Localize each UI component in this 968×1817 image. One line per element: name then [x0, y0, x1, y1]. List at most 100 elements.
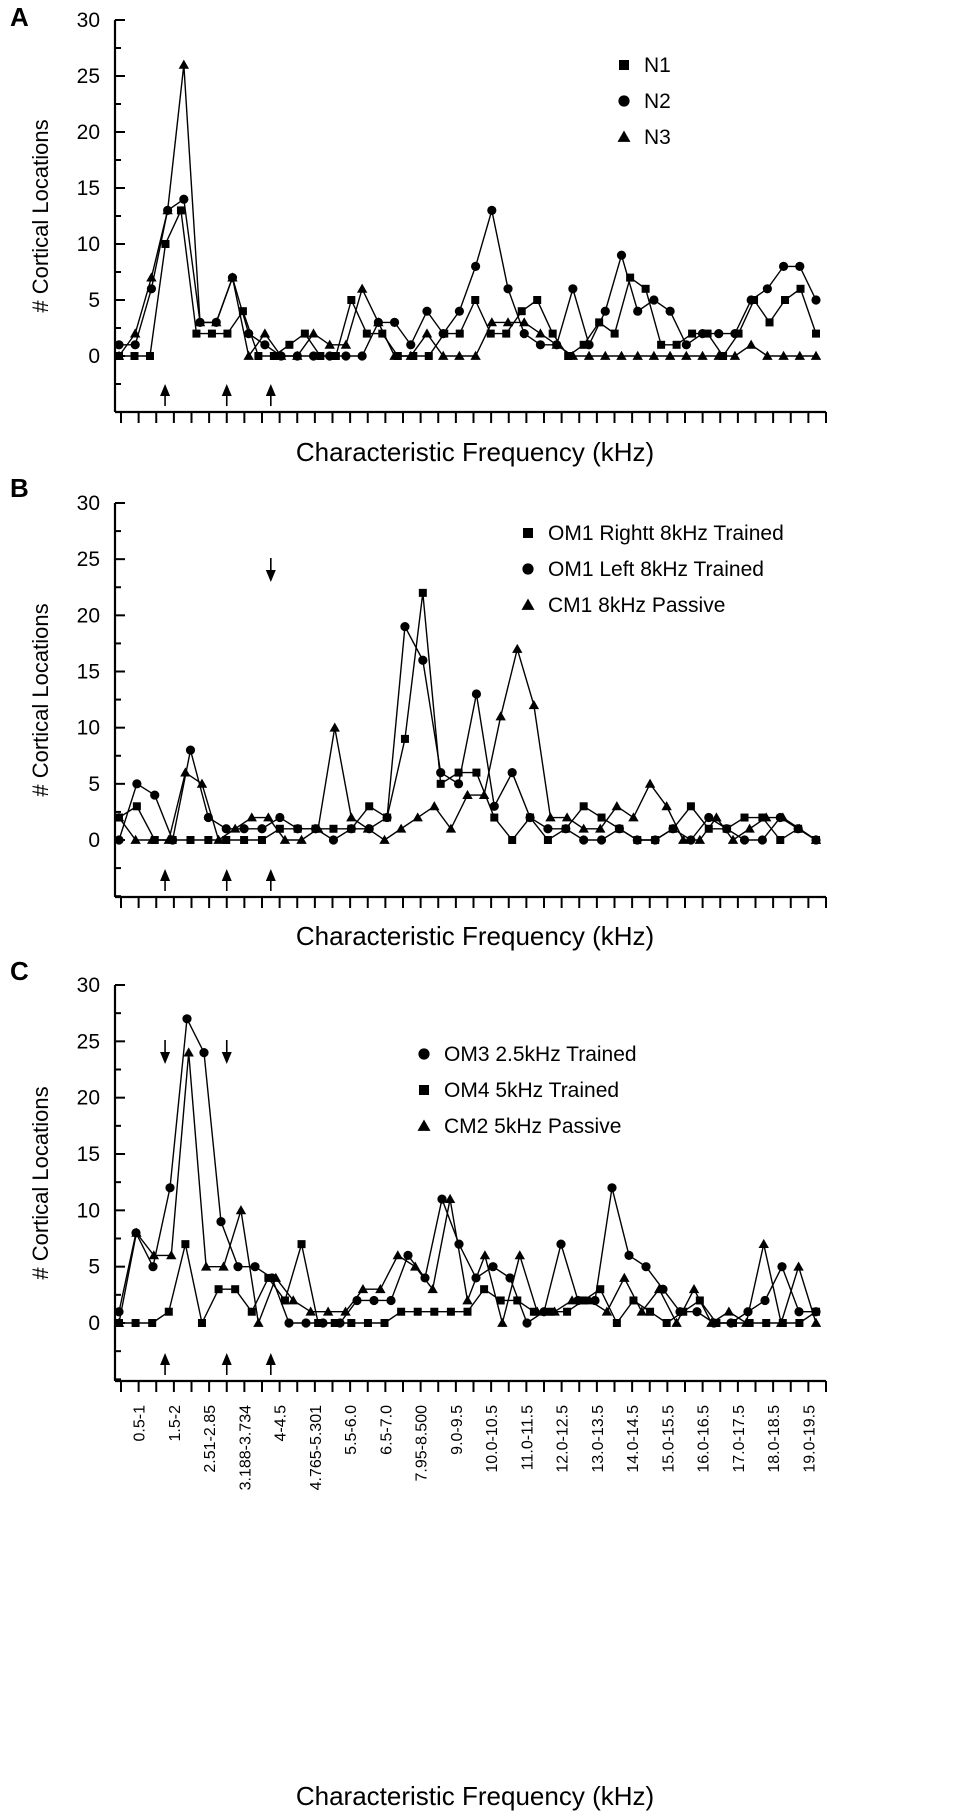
data-point: [429, 801, 440, 811]
y-tick-label: 30: [77, 974, 100, 997]
legend-marker: [419, 1085, 429, 1095]
data-point: [496, 1296, 505, 1305]
data-point: [490, 813, 499, 822]
data-point: [629, 1296, 638, 1305]
data-point: [341, 351, 351, 361]
data-point: [778, 261, 789, 271]
data-point: [561, 824, 571, 834]
data-point: [758, 1238, 769, 1249]
data-point: [389, 317, 400, 327]
data-point: [179, 194, 189, 204]
data-point: [517, 307, 526, 316]
data-point: [314, 1319, 323, 1327]
data-point: [329, 722, 340, 732]
x-axis-label: Characteristic Frequency (kHz): [296, 437, 654, 467]
legend-entry: OM4 5kHz Trained: [444, 1079, 619, 1102]
data-point: [246, 812, 257, 822]
data-point: [229, 823, 241, 833]
data-point: [162, 205, 173, 215]
series-triangle: [113, 1047, 822, 1327]
y-tick-label: 25: [77, 1030, 100, 1053]
data-point: [795, 1319, 804, 1327]
data-point: [688, 1284, 700, 1294]
data-point: [668, 824, 678, 834]
data-point: [347, 296, 356, 304]
data-point: [739, 835, 750, 845]
data-point: [279, 834, 291, 844]
data-point: [410, 1261, 421, 1271]
data-point: [192, 329, 201, 338]
data-point: [340, 339, 352, 349]
data-point: [745, 1319, 754, 1327]
data-point: [347, 1319, 356, 1327]
data-point: [114, 835, 124, 845]
data-point: [165, 1183, 175, 1193]
series-line: [118, 624, 817, 843]
series-square: [115, 1240, 820, 1327]
series-line: [118, 64, 816, 358]
series-triangle: [113, 643, 822, 844]
data-point: [765, 318, 774, 327]
data-point: [213, 834, 224, 844]
data-point: [301, 1318, 311, 1328]
panel-c: C 0 5 10 15 20 25 30 # Cortical Locations Charact…: [10, 956, 827, 1811]
data-point: [533, 296, 542, 304]
data-point: [405, 350, 416, 360]
y-tick-label: 25: [77, 65, 100, 88]
data-point: [596, 835, 607, 845]
data-point: [357, 1284, 369, 1294]
data-point: [610, 329, 619, 338]
x-tick-label: 4.765-5.301: [308, 1405, 325, 1491]
data-point: [776, 836, 785, 844]
y-tick-label: 10: [77, 233, 100, 256]
data-point: [543, 824, 553, 834]
series-square: [115, 588, 820, 844]
data-point: [223, 329, 232, 338]
data-point: [328, 835, 339, 845]
data-point: [257, 824, 267, 834]
y-tick-label: 5: [88, 289, 100, 312]
x-tick-label: 19.0-19.5: [801, 1405, 818, 1473]
data-point: [595, 823, 606, 833]
panel-a: A 0 5 10 15 20 25 30 # Cortical Locations Charact…: [10, 2, 827, 467]
data-point: [424, 352, 433, 360]
data-point: [729, 350, 741, 360]
data-point: [729, 1319, 738, 1327]
data-point: [505, 1273, 515, 1283]
data-point: [312, 823, 324, 833]
data-point: [549, 1306, 560, 1316]
data-point: [400, 621, 410, 632]
series-triangle: [113, 59, 822, 360]
data-point: [657, 340, 666, 349]
data-point: [166, 1250, 177, 1260]
series-circle: [114, 621, 821, 845]
data-point: [624, 1250, 634, 1260]
y-tick-label: 20: [77, 604, 100, 627]
y-axis-label: # Cortical Locations: [28, 603, 53, 796]
y-tick-label: 30: [77, 492, 100, 515]
data-point: [706, 1317, 717, 1327]
data-point: [745, 339, 757, 349]
data-point: [471, 261, 481, 271]
data-point: [197, 1319, 206, 1327]
data-point: [607, 1183, 617, 1193]
data-point: [688, 329, 697, 338]
data-point: [761, 812, 772, 822]
data-point: [453, 779, 464, 789]
data-point: [438, 329, 448, 339]
data-point: [513, 1296, 522, 1305]
data-point: [131, 1227, 142, 1237]
legend-entry: N2: [644, 90, 671, 113]
x-tick-label: 18.0-18.5: [766, 1405, 783, 1473]
data-point: [163, 834, 174, 844]
data-point: [619, 1272, 630, 1282]
data-point: [741, 1317, 752, 1327]
data-point: [563, 1307, 572, 1316]
data-point: [661, 801, 672, 811]
data-point: [551, 339, 562, 349]
data-point: [422, 306, 432, 316]
y-tick-label: 0: [88, 1312, 100, 1335]
arrow-up-icon: [265, 869, 276, 891]
data-point: [712, 1319, 721, 1327]
